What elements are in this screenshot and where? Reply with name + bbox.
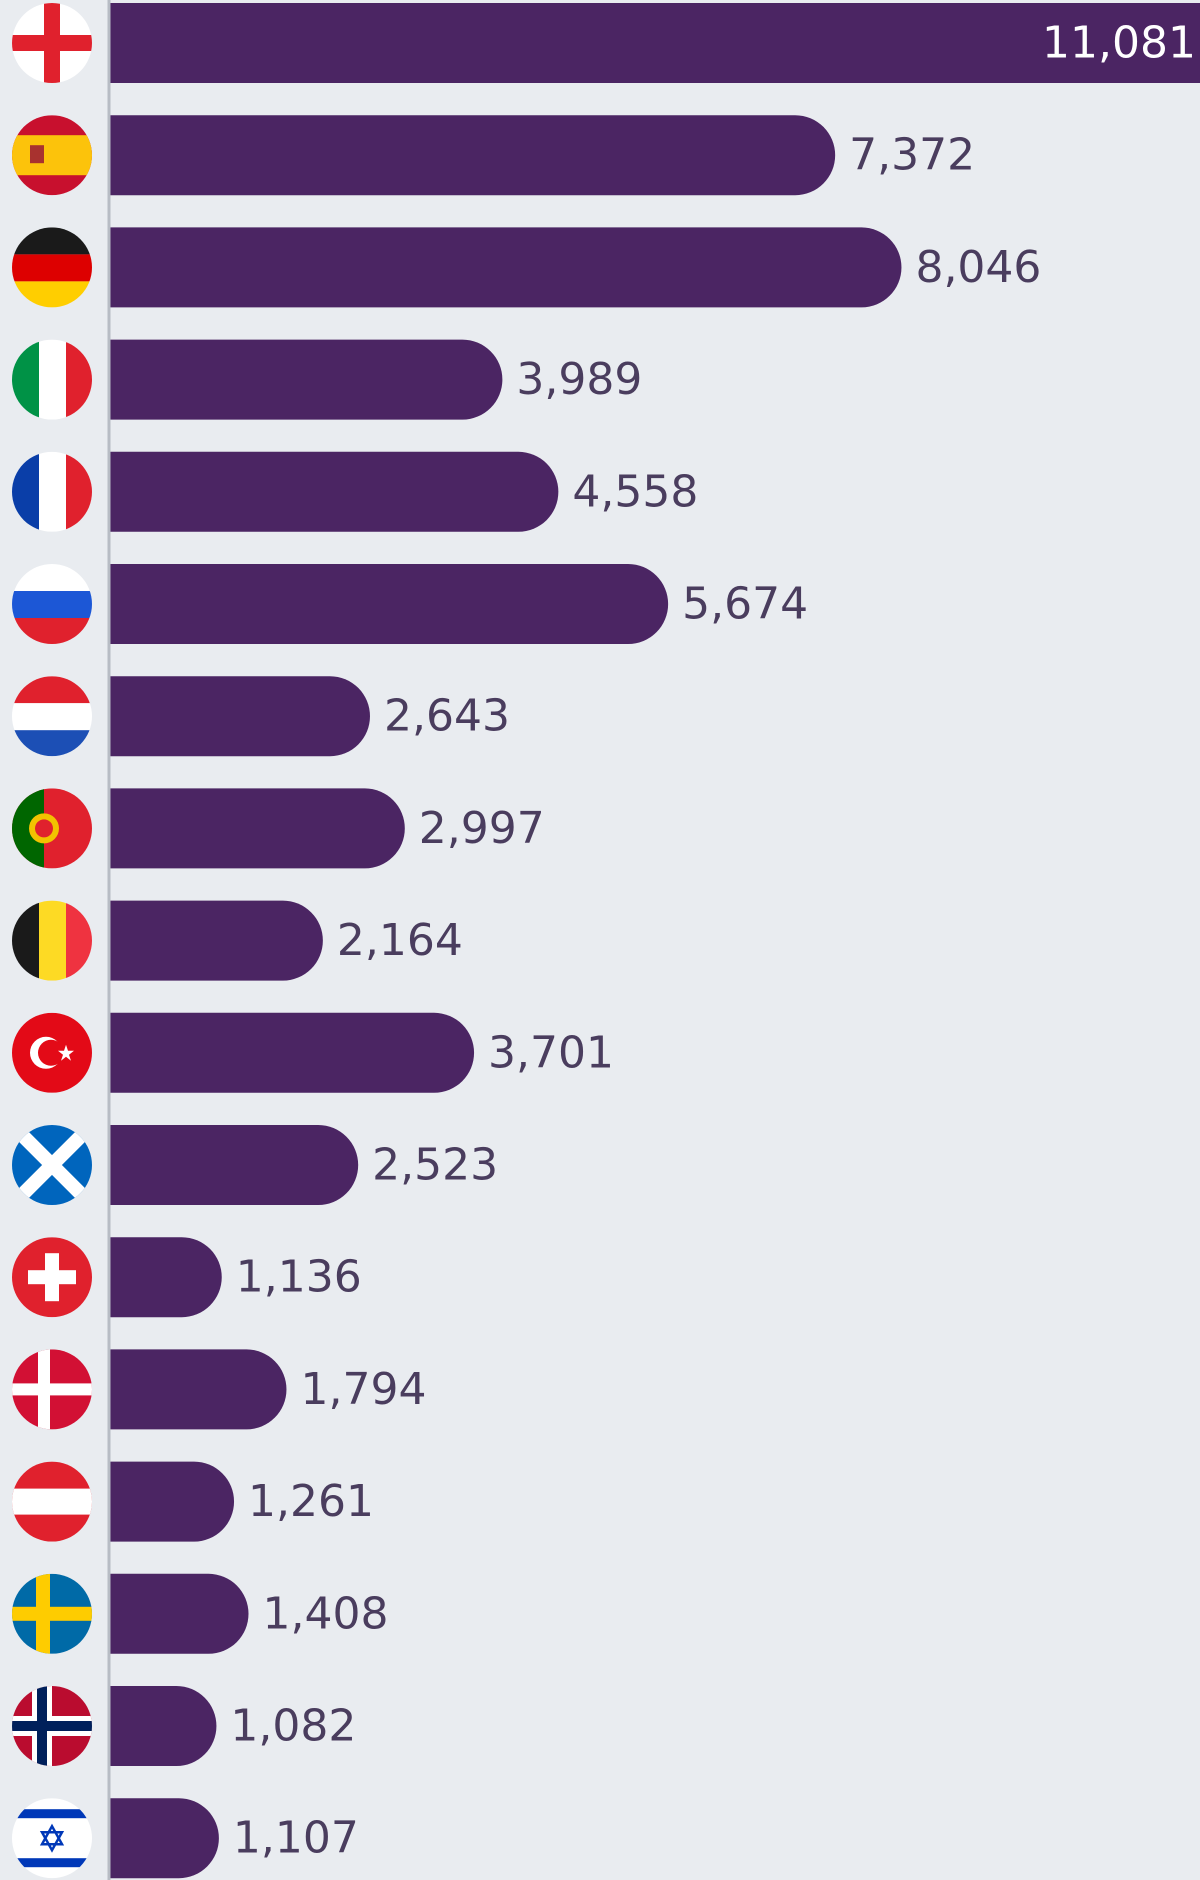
bar-value-label: 1,136: [236, 1252, 362, 1303]
bar-austria: [110, 1461, 235, 1542]
bar-value-label: 2,164: [337, 915, 463, 966]
bar-value-label: 1,261: [248, 1476, 374, 1527]
bar-value-label: 8,046: [915, 242, 1041, 293]
bar-scotland: [110, 1125, 359, 1205]
bar-value-label: 3,701: [488, 1027, 614, 1078]
bar-portugal: [110, 788, 405, 869]
england-flag-icon: [12, 3, 92, 83]
bar-netherlands: [110, 676, 370, 757]
bar-turkey: [110, 1012, 475, 1093]
portugal-flag-icon: [12, 788, 92, 869]
germany-flag-icon: [12, 227, 92, 308]
italy-flag-icon: [12, 339, 92, 420]
bar-norway: [110, 1686, 217, 1766]
value-labels-layer: 11,081 7,372 8,046 3,989 4,558 5,674 2,643 2,99…: [230, 18, 1196, 1864]
bar-russia: [110, 564, 669, 644]
russia-flag-icon: [12, 564, 92, 644]
norway-flag-icon: [12, 1686, 92, 1766]
bar-value-label: 3,989: [516, 354, 642, 405]
bars-layer: [110, 3, 1200, 1879]
bar-italy: [110, 339, 503, 420]
bar-value-label: 1,107: [233, 1813, 359, 1864]
bar-value-label: 1,082: [230, 1701, 356, 1752]
scotland-flag-icon: [12, 1125, 92, 1205]
bar-germany: [110, 227, 902, 308]
bar-france: [110, 451, 559, 532]
bar-value-label: 11,081: [1042, 18, 1196, 69]
denmark-flag-icon: [12, 1349, 92, 1430]
belgium-flag-icon: [12, 900, 92, 981]
turkey-flag-icon: [12, 1012, 92, 1093]
bar-value-label: 4,558: [572, 466, 698, 517]
bar-england: [110, 3, 1200, 83]
flags-layer: [12, 3, 92, 1879]
netherlands-flag-icon: [12, 676, 92, 757]
switzerland-flag-icon: [12, 1237, 92, 1318]
bar-israel: [110, 1798, 219, 1879]
bar-value-label: 5,674: [682, 579, 808, 630]
israel-flag-icon: [12, 1798, 92, 1879]
bar-value-label: 2,643: [384, 691, 510, 742]
bar-switzerland: [110, 1237, 222, 1318]
sweden-flag-icon: [12, 1573, 92, 1654]
bar-value-label: 2,997: [419, 803, 545, 854]
spain-flag-icon: [12, 115, 92, 196]
austria-flag-icon: [12, 1461, 92, 1542]
bar-denmark: [110, 1349, 287, 1430]
bar-value-label: 7,372: [849, 130, 975, 181]
bar-spain: [110, 115, 836, 196]
bar-value-label: 1,794: [300, 1364, 426, 1415]
bar-belgium: [110, 900, 323, 981]
bar-value-label: 2,523: [372, 1140, 498, 1191]
bar-sweden: [110, 1573, 249, 1654]
france-flag-icon: [12, 451, 92, 532]
bar-value-label: 1,408: [263, 1588, 389, 1639]
